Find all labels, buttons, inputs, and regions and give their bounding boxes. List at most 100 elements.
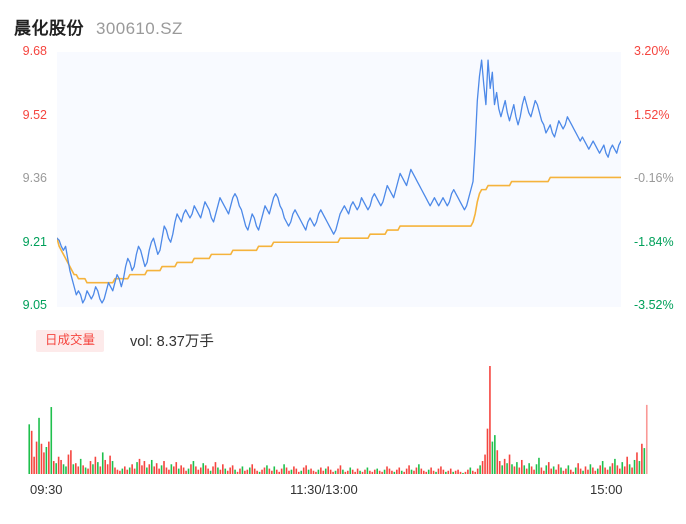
price-tick-3: 9.21 [22, 234, 47, 249]
volume-bar [623, 466, 626, 474]
volume-bar [187, 468, 190, 474]
volume-bar [584, 466, 587, 474]
volume-bar [106, 464, 109, 474]
volume-bar [275, 469, 278, 474]
volume-bar [114, 467, 116, 474]
volume-bar [594, 470, 597, 474]
volume-bar [310, 468, 312, 474]
volume-chart-panel[interactable] [28, 362, 648, 474]
volume-bar [427, 469, 430, 474]
volume-bar [74, 463, 77, 474]
volume-bar [182, 467, 185, 474]
volume-bar [163, 461, 165, 474]
volume-bar [160, 465, 163, 474]
volume-bar [516, 462, 518, 474]
volume-bar [173, 466, 175, 474]
volume-bar [415, 467, 418, 474]
volume-bar [587, 469, 589, 474]
time-axis: 09:30 11:30/13:00 15:00 [0, 482, 686, 502]
volume-bar [518, 467, 521, 474]
price-tick-2: 9.36 [22, 171, 47, 185]
volume-bar [251, 464, 254, 474]
volume-bar [82, 465, 84, 474]
volume-bar [449, 468, 452, 474]
volume-bar [601, 461, 604, 474]
volume-bar [170, 464, 173, 474]
volume-bar [467, 469, 469, 474]
volume-bar [555, 469, 557, 474]
volume-bar [45, 447, 48, 474]
volume-bar [347, 470, 349, 474]
volume-bar [469, 467, 472, 474]
volume-bar [212, 466, 214, 474]
volume-bar [320, 467, 322, 474]
volume-bar [180, 465, 182, 474]
volume-bar [334, 470, 337, 474]
volume-bar [599, 465, 602, 474]
volume-bar [126, 469, 129, 474]
volume-bar [217, 467, 219, 474]
volume-bar [550, 468, 552, 474]
volume-bar [339, 465, 342, 474]
average-line [57, 176, 621, 284]
volume-bar [271, 470, 273, 474]
volume-bar [582, 470, 584, 474]
volume-bar [484, 454, 486, 474]
price-chart-svg [57, 59, 621, 304]
volume-bar [489, 366, 491, 474]
volume-bar [222, 464, 224, 474]
volume-bar [628, 464, 631, 474]
volume-bar [633, 459, 636, 474]
volume-bar [496, 450, 499, 474]
percent-tick-0: 3.20% [634, 44, 670, 58]
volume-bar [57, 456, 60, 474]
volume-bar [35, 441, 38, 474]
volume-bar [383, 469, 386, 474]
volume-bar [285, 467, 288, 474]
volume-bar [430, 467, 432, 474]
volume-bar [305, 465, 307, 474]
price-line [57, 59, 621, 304]
volume-bar [195, 466, 197, 474]
volume-bar [33, 456, 35, 474]
price-chart-panel[interactable] [57, 52, 621, 307]
volume-bar [501, 465, 503, 474]
volume-bar [153, 466, 156, 474]
volume-bar [337, 468, 339, 474]
volume-bar [440, 466, 442, 474]
volume-bar [631, 467, 633, 474]
volume-bar [437, 468, 440, 474]
volume-bar [197, 469, 200, 474]
volume-bar [619, 468, 621, 474]
volume-bar [481, 461, 484, 474]
volume-bar [498, 461, 501, 474]
volume-bar [570, 469, 572, 474]
volume-bar [219, 469, 222, 474]
volume-bar [523, 465, 526, 474]
volume-bar [643, 448, 646, 474]
volume-bar [258, 471, 261, 474]
volume-bar [621, 462, 624, 474]
volume-bar [547, 462, 550, 474]
volume-bar [297, 471, 300, 474]
volume-bar [616, 465, 619, 474]
volume-bar [528, 463, 530, 474]
volume-bar [486, 428, 489, 474]
volume-bar [403, 471, 405, 474]
volume-bar [457, 469, 459, 474]
volume-bar [454, 470, 457, 474]
price-axis-right: 3.20% 1.52% -0.16% -1.84% -3.52% [628, 44, 686, 312]
volume-bar [322, 470, 325, 474]
volume-bar [626, 456, 628, 474]
volume-bar [278, 471, 280, 474]
volume-bar [239, 468, 241, 474]
volume-bar [373, 469, 376, 474]
volume-bar [199, 467, 202, 474]
volume-bar [445, 471, 447, 474]
volume-bar [28, 424, 31, 474]
volume-bar [302, 467, 305, 474]
volume-badge[interactable]: 日成交量 [36, 330, 105, 352]
volume-bar [92, 464, 94, 474]
volume-bar [207, 468, 209, 474]
